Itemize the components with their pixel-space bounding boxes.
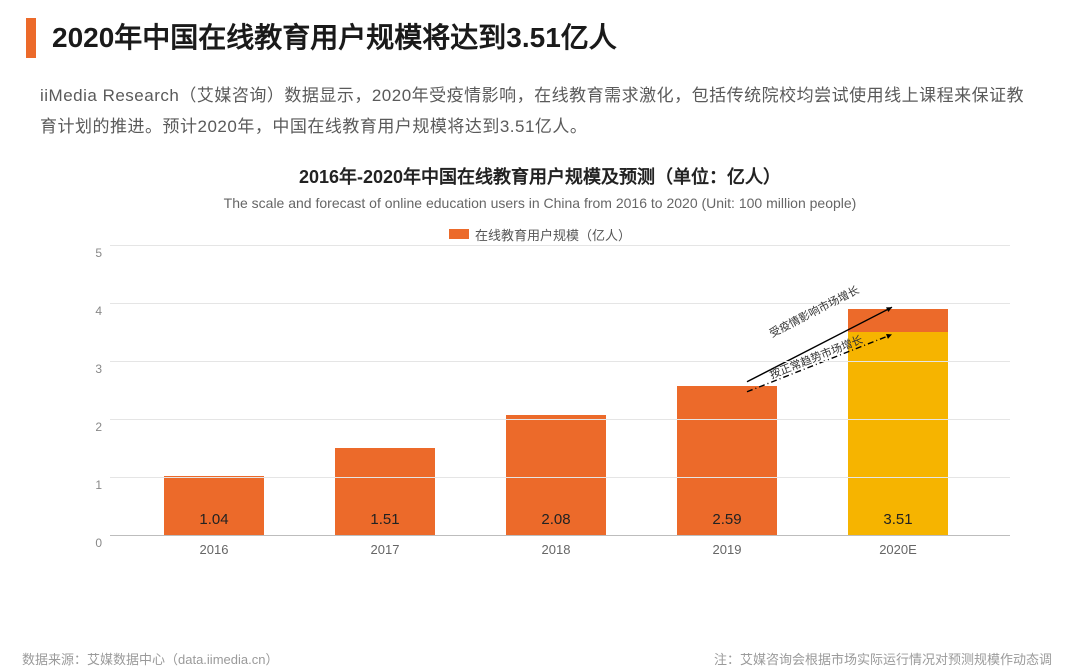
x-tick-label: 2019 bbox=[657, 542, 797, 557]
gridline bbox=[110, 477, 1010, 478]
x-tick-label: 2016 bbox=[144, 542, 284, 557]
x-tick-label: 2018 bbox=[486, 542, 626, 557]
bar-value-label: 1.51 bbox=[335, 511, 435, 528]
chart-container: 2016年-2020年中国在线教育用户规模及预测（单位：亿人） The scal… bbox=[0, 143, 1080, 556]
bar-segment-forecast bbox=[848, 332, 948, 536]
y-tick: 0 bbox=[70, 536, 102, 550]
x-tick-label: 2017 bbox=[315, 542, 455, 557]
bar: 2.08 bbox=[506, 415, 606, 536]
legend-label: 在线教育用户规模（亿人） bbox=[475, 225, 631, 244]
y-tick: 3 bbox=[70, 362, 102, 376]
gridline bbox=[110, 419, 1010, 420]
bar-value-label: 3.51 bbox=[848, 511, 948, 528]
y-tick: 2 bbox=[70, 420, 102, 434]
y-tick: 4 bbox=[70, 304, 102, 318]
chart-legend: 在线教育用户规模（亿人） bbox=[449, 225, 631, 244]
bar-group: 1.042016 bbox=[164, 476, 264, 536]
bar-value-label: 2.08 bbox=[506, 511, 606, 528]
bar-value-label: 1.04 bbox=[164, 511, 264, 528]
gridline bbox=[110, 245, 1010, 246]
gridline bbox=[110, 361, 1010, 362]
accent-bar bbox=[26, 18, 36, 58]
header: 2020年中国在线教育用户规模将达到3.51亿人 bbox=[0, 0, 1080, 58]
bar-group: 1.512017 bbox=[335, 448, 435, 536]
x-tick-label: 2020E bbox=[828, 542, 968, 557]
legend-swatch bbox=[449, 229, 469, 239]
footer-source: 数据来源：艾媒数据中心（data.iimedia.cn） bbox=[22, 649, 278, 668]
bar: 1.51 bbox=[335, 448, 435, 536]
y-tick: 5 bbox=[70, 246, 102, 260]
bar-value-label: 2.59 bbox=[677, 511, 777, 528]
x-axis-line bbox=[110, 535, 1010, 536]
plot-region: 1.0420161.5120172.0820182.5920193.512020… bbox=[110, 246, 1010, 536]
bar-group: 2.082018 bbox=[506, 415, 606, 536]
footer: 数据来源：艾媒数据中心（data.iimedia.cn） 注：艾媒咨询会根据市场… bbox=[0, 649, 1080, 668]
gridline bbox=[110, 303, 1010, 304]
y-tick: 1 bbox=[70, 478, 102, 492]
bar-segment-cap bbox=[848, 309, 948, 332]
chart-area: 1.0420161.5120172.0820182.5920193.512020… bbox=[70, 246, 1010, 556]
description-text: iiMedia Research（艾媒咨询）数据显示，2020年受疫情影响，在线… bbox=[0, 58, 1080, 143]
chart-title-cn: 2016年-2020年中国在线教育用户规模及预测（单位：亿人） bbox=[299, 163, 781, 189]
bar-group: 2.592019 bbox=[677, 386, 777, 536]
page-title: 2020年中国在线教育用户规模将达到3.51亿人 bbox=[52, 18, 617, 58]
bar: 2.59 bbox=[677, 386, 777, 536]
chart-title-en: The scale and forecast of online educati… bbox=[224, 195, 857, 211]
footer-note: 注：艾媒咨询会根据市场实际运行情况对预测规模作动态调 bbox=[714, 649, 1052, 668]
bar: 1.04 bbox=[164, 476, 264, 536]
